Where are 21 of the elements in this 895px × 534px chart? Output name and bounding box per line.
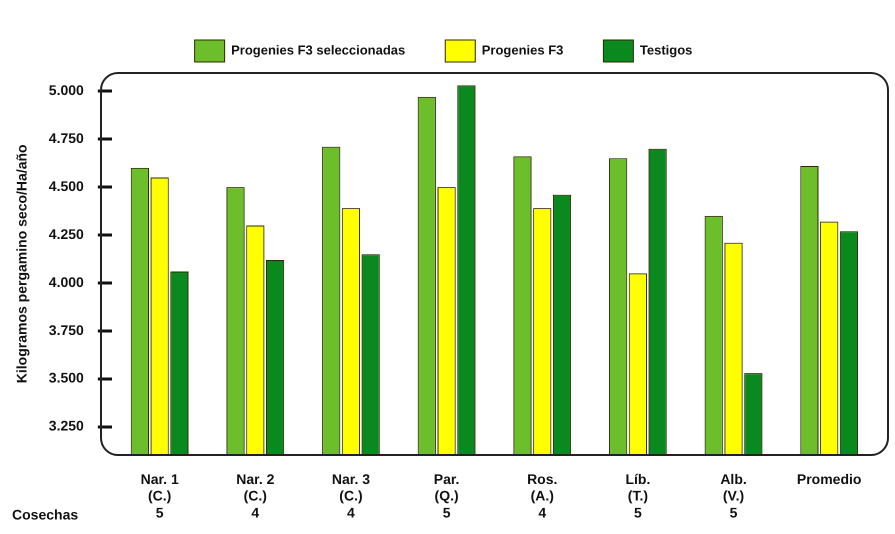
x-tick-label: Nar. 1 (C.) 5 — [140, 470, 179, 520]
y-tick-label: 3.500 — [48, 370, 84, 386]
y-tick-label: 4.500 — [48, 178, 84, 194]
x-tick-label: Promedio — [796, 470, 862, 487]
legend-label: Progenies F3 seleccionadas — [231, 42, 406, 58]
text: Cosechas — [12, 506, 78, 522]
x-tick-label: Nar. 3 (C.) 4 — [332, 470, 370, 520]
y-tick-label: 3.750 — [48, 322, 84, 338]
legend-label: Testigos — [640, 42, 692, 58]
x-tick-label: Par. (Q.) 5 — [434, 470, 460, 520]
legend-label: Progenies F3 — [482, 42, 564, 58]
y-tick-label: 5.000 — [48, 82, 84, 98]
y-tick-label: 3.250 — [48, 418, 84, 434]
x-tick-label: Nar. 2 (C.) 4 — [236, 470, 275, 520]
y-tick-label: 4.000 — [48, 274, 84, 290]
y-tick-label: 4.750 — [48, 130, 84, 146]
y-tick-label: 4.250 — [48, 226, 84, 242]
x-tick-label: Líb. (T.) 5 — [625, 470, 650, 520]
x-tick-label: Alb. (V.) 5 — [720, 470, 747, 520]
x-tick-label: Ros. (A.) 4 — [527, 470, 558, 520]
y-axis-title: Kilogramos pergamino seco/Ha/año — [13, 144, 30, 384]
